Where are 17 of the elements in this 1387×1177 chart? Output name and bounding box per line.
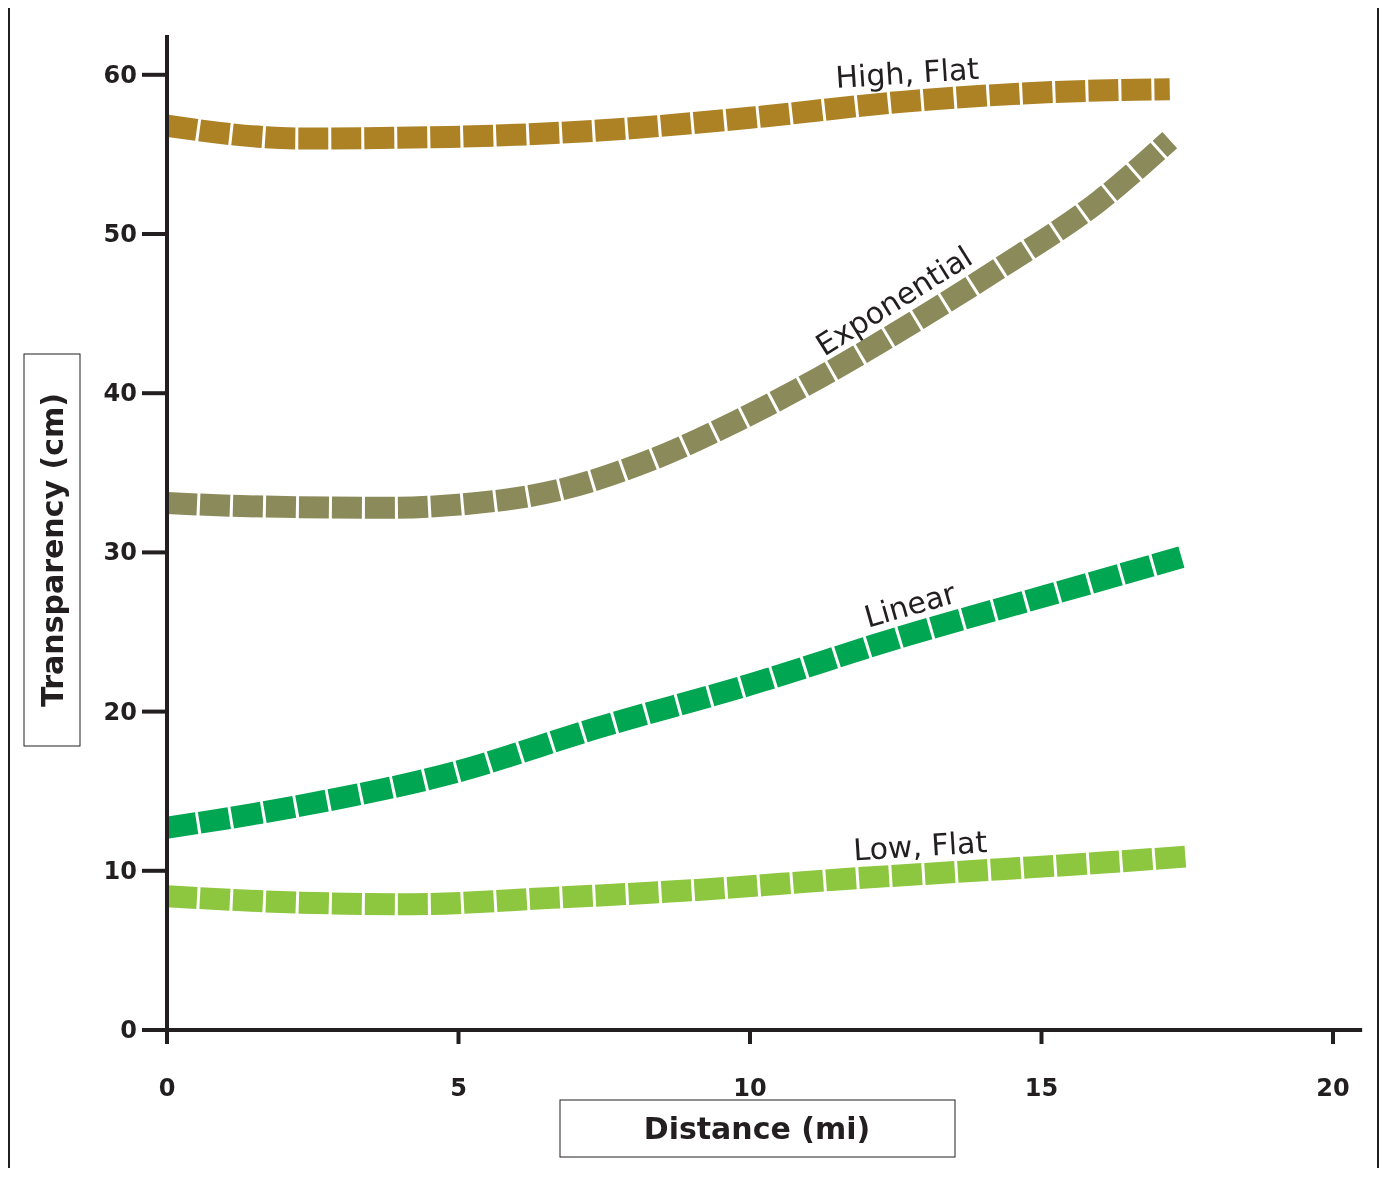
y-tick-label: 20 [103, 697, 137, 726]
series-label: Low, Flat [852, 824, 989, 868]
y-axis-title: Transparency (cm) [35, 393, 70, 707]
series-label: High, Flat [834, 50, 981, 96]
y-tick-label: 30 [103, 538, 137, 567]
x-tick-label: 10 [733, 1074, 767, 1102]
x-tick-label: 5 [450, 1074, 467, 1102]
y-tick-label: 50 [103, 220, 137, 248]
x-tick-label: 20 [1316, 1074, 1350, 1102]
y-tick-label: 0 [120, 1016, 137, 1044]
y-tick-label: 10 [103, 856, 137, 885]
y-tick-label: 40 [103, 379, 137, 408]
x-tick-label: 0 [158, 1074, 176, 1102]
y-tick-label: 60 [103, 60, 137, 89]
x-axis-title: Distance (mi) [643, 1111, 871, 1146]
x-tick-label: 15 [1024, 1074, 1059, 1102]
text: Linear [860, 575, 961, 635]
